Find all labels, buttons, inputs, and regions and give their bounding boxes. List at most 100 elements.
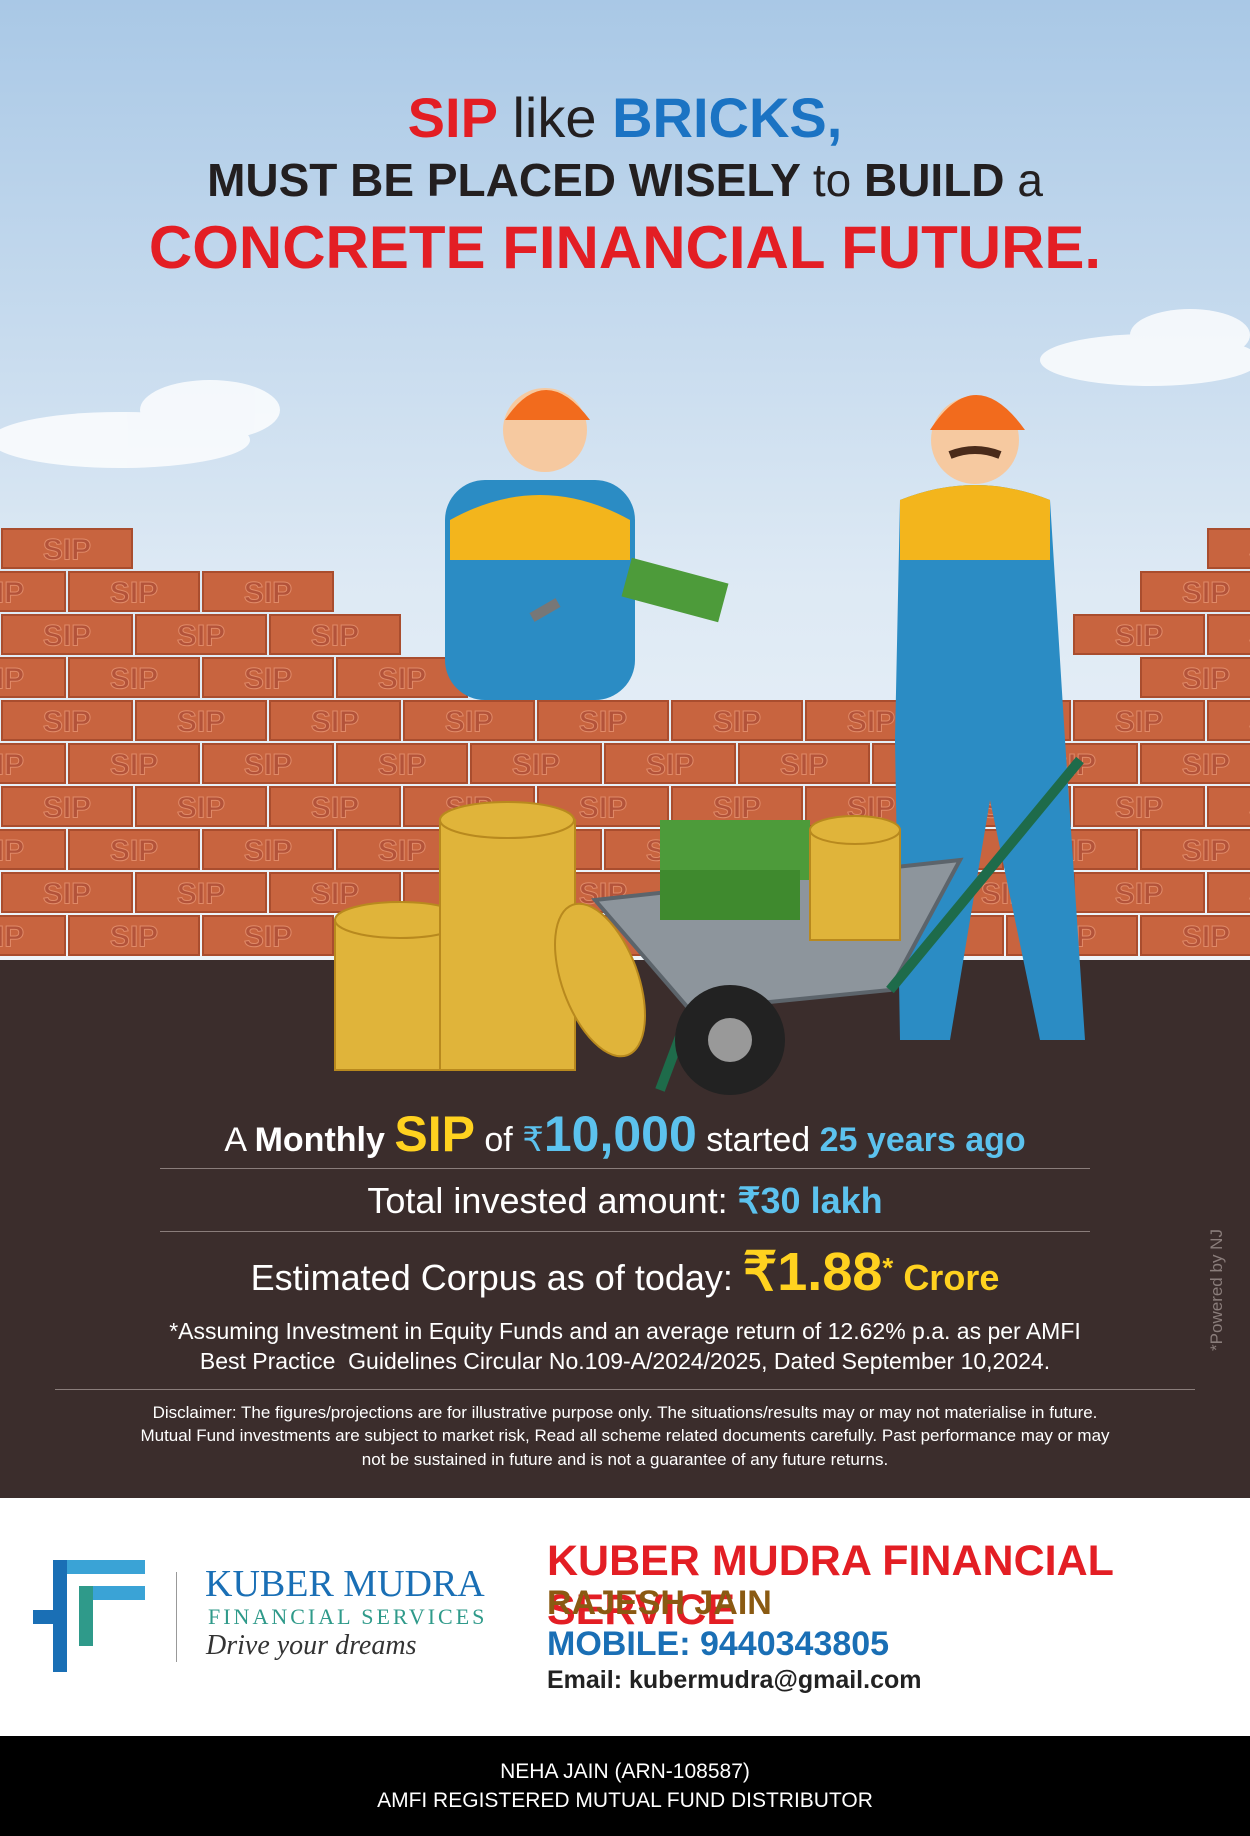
brick-label: SIP — [713, 792, 761, 825]
contact-mobile: MOBILE: 9440343805 — [547, 1625, 890, 1663]
text: SIP — [394, 1106, 475, 1162]
brick-label: SIP — [43, 706, 91, 739]
stat-line-2: Total invested amount: ₹30 lakh — [0, 1180, 1250, 1222]
brick — [269, 614, 401, 655]
coin-stacks — [334, 801, 901, 1071]
brick-label: SIP — [1115, 706, 1163, 739]
brick — [336, 743, 468, 784]
brick-label: SIP — [378, 749, 426, 782]
brick — [135, 700, 267, 741]
text: MUST BE PLACED WISELY — [207, 154, 801, 206]
brick-label: SIP — [445, 706, 493, 739]
brick-label: SIP — [1115, 620, 1163, 653]
brick — [1140, 571, 1250, 612]
brick-label: SIP — [579, 792, 627, 825]
brick — [1140, 657, 1250, 698]
brick-label: SIP — [177, 620, 225, 653]
headline-3: CONCRETE FINANCIAL FUTURE. — [148, 214, 1102, 281]
powered-by: *Powered by NJ — [1207, 1229, 1226, 1351]
brick — [1207, 614, 1250, 655]
brick — [1207, 786, 1250, 827]
brick — [202, 743, 334, 784]
brick-label: SIP — [780, 749, 828, 782]
brick-label: SIP — [311, 620, 359, 653]
text: a — [1017, 154, 1043, 206]
brick-label: SIP — [311, 706, 359, 739]
brick — [0, 743, 66, 784]
brick-label: SIP — [43, 620, 91, 653]
footnote: *Assuming Investment in Equity Funds and… — [169, 1318, 1081, 1344]
clouds — [0, 309, 1250, 468]
stat-line-3: Estimated Corpus as of today: ₹1.88* Cro… — [0, 1240, 1250, 1303]
brick — [1140, 915, 1250, 956]
brand-tagline: Drive your dreams — [206, 1630, 417, 1661]
brick-label: SIP — [713, 706, 761, 739]
brick — [671, 700, 803, 741]
brick-label: SIP — [177, 878, 225, 911]
brick — [1, 872, 133, 913]
brick-label: SIP — [378, 835, 426, 868]
brick-label: SIP — [1182, 663, 1230, 696]
brick-label: SIP — [311, 878, 359, 911]
brick-label: SIP — [244, 921, 292, 954]
brick — [1140, 743, 1250, 784]
brick-label: SIP — [847, 706, 895, 739]
text: 10,000 — [543, 1106, 697, 1162]
text: BUILD — [863, 154, 1005, 206]
text: of — [484, 1121, 513, 1159]
stat-line-1: A Monthly SIP of ₹10,000 started 25 year… — [0, 1105, 1250, 1163]
worker-left — [445, 388, 729, 700]
brick — [68, 571, 200, 612]
brick — [738, 743, 870, 784]
brick — [135, 872, 267, 913]
brick-label: SIP — [579, 706, 627, 739]
text: ₹1.88 — [742, 1242, 883, 1302]
text: A — [224, 1121, 246, 1159]
text: ₹30 lakh — [737, 1180, 883, 1221]
brick — [202, 657, 334, 698]
brick — [336, 657, 468, 698]
disclaimer: not be sustained in future and is not a … — [361, 1450, 889, 1469]
brick — [1073, 614, 1205, 655]
brick-label: SIP — [1249, 706, 1250, 739]
text: like — [512, 86, 597, 149]
brick-label: SIP — [1249, 620, 1250, 653]
brick — [0, 829, 66, 870]
brick — [470, 743, 602, 784]
brick — [0, 657, 66, 698]
separator — [160, 1168, 1090, 1169]
brick-label: SIP — [1249, 792, 1250, 825]
text: ₹ — [522, 1121, 544, 1159]
text: to — [812, 154, 852, 206]
disclaimer: Disclaimer: The figures/projections are … — [152, 1403, 1098, 1422]
brick-label: SIP — [43, 878, 91, 911]
brick — [202, 915, 334, 956]
brick — [1, 614, 133, 655]
brick — [1, 528, 133, 569]
text: 25 years ago — [819, 1121, 1026, 1159]
brick-label: SIP — [1182, 749, 1230, 782]
text: BRICKS, — [612, 86, 843, 149]
brand-name: KUBER MUDRA — [205, 1563, 485, 1605]
text: Crore — [903, 1257, 1000, 1298]
brick-label: SIP — [311, 792, 359, 825]
brick-label: SIP — [1115, 792, 1163, 825]
brick — [1073, 700, 1205, 741]
brick — [1207, 700, 1250, 741]
brick — [269, 786, 401, 827]
brick — [202, 571, 334, 612]
brick — [269, 700, 401, 741]
brick — [671, 786, 803, 827]
brick — [68, 657, 200, 698]
brick-label: SIP — [43, 534, 91, 567]
brick-label: SIP — [110, 749, 158, 782]
separator — [55, 1389, 1195, 1390]
brick-label: SIP — [1115, 878, 1163, 911]
brick — [68, 829, 200, 870]
worker-right — [895, 395, 1085, 1040]
brick — [1073, 872, 1205, 913]
text: SIP — [407, 86, 497, 149]
brick — [68, 915, 200, 956]
brick — [1073, 786, 1205, 827]
